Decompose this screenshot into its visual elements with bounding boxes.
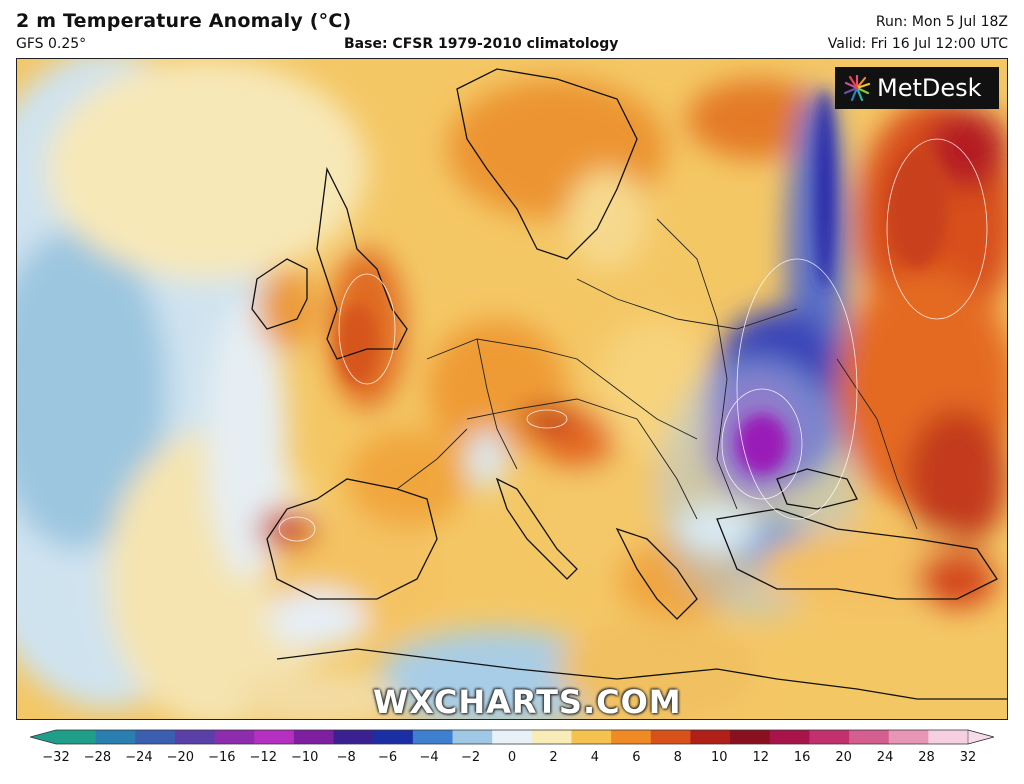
colorbar-tick-label: 32: [959, 750, 977, 765]
colorbar-tick-label: 20: [835, 750, 852, 765]
colorbar-tick-label: −10: [291, 750, 319, 765]
colorbar-segment: [769, 730, 810, 744]
colorbar-segment: [690, 730, 731, 744]
wxcharts-watermark: WXCHARTS.COM: [373, 683, 682, 720]
colorbar-tick-label: −28: [83, 750, 112, 765]
colorbar-segment: [492, 730, 533, 744]
chart-title: 2 m Temperature Anomaly (°C): [16, 10, 352, 32]
colorbar-legend: −32 −28 −24 −20 −16 −12 −10 −8 −6 −4 −2 0 2 4 6 8 10 12 16…: [30, 728, 994, 778]
colorbar-tick-label: −6: [378, 750, 398, 765]
colorbar-tick-label: 4: [590, 750, 600, 765]
map-canvas: [17, 59, 1007, 719]
colorbar-segment: [571, 730, 612, 744]
colorbar-tick-label: 12: [752, 750, 769, 765]
colorbar-segment: [174, 730, 216, 744]
colorbar-segment: [452, 730, 493, 744]
anomaly-contours: [278, 138, 988, 542]
colorbar-tick-label: 6: [632, 750, 641, 765]
colorbar-segment: [214, 730, 255, 744]
colorbar-segment: [373, 730, 414, 744]
colorbar-segment: [809, 730, 850, 744]
colorbar-segment: [254, 730, 295, 744]
colorbar-segment: [730, 730, 771, 744]
colorbar-tick-label: −24: [125, 750, 153, 765]
colorbar-segment: [333, 730, 374, 744]
anomaly-detail: [337, 89, 947, 474]
anomaly-map[interactable]: MetDesk WXCHARTS.COM: [16, 58, 1008, 720]
colorbar-tick-label: −2: [460, 750, 481, 765]
colorbar-segment: [849, 730, 890, 744]
colorbar-tick-label: −4: [419, 750, 439, 765]
colorbar-tick-label: −12: [249, 750, 277, 765]
colorbar-segment: [611, 730, 652, 744]
climatology-base-label: Base: CFSR 1979-2010 climatology: [344, 36, 619, 52]
colorbar-segment: [531, 730, 573, 744]
colorbar-tick-label: 24: [876, 750, 894, 765]
colorbar-tick-label: 28: [918, 750, 935, 765]
colorbar-ticks: −32 −28 −24 −20 −16 −12 −10 −8 −6 −4 −2 0 2 4 6 8 10 12 16…: [30, 750, 994, 770]
colorbar-tick-label: 10: [710, 750, 728, 765]
colorbar-tick-label: 8: [673, 750, 682, 765]
colorbar-tick-label: −8: [336, 750, 356, 765]
colorbar-outline: [30, 729, 994, 745]
colorbar-segment: [412, 730, 454, 744]
colorbar-segment: [650, 730, 692, 744]
colorbar-tick-label: 2: [549, 750, 558, 765]
colorbar-segment: [928, 730, 969, 744]
metdesk-logo: MetDesk: [835, 67, 999, 109]
colorbar-tick-label: 16: [793, 750, 811, 765]
colorbar-segment: [56, 730, 97, 744]
metdesk-logo-text: MetDesk: [877, 74, 982, 102]
colorbar-extend-left: [30, 730, 56, 744]
colorbar-segment: [888, 730, 929, 744]
colorbar-tick-label: 0: [507, 750, 517, 765]
colorbar-tick-label: −20: [166, 750, 195, 765]
run-time-label: Run: Mon 5 Jul 18Z: [875, 14, 1008, 30]
coastlines: [251, 68, 1007, 700]
colorbar-tick-label: −16: [208, 750, 236, 765]
colorbar-segment: [95, 730, 136, 744]
colorbar-extend-right: [967, 729, 994, 745]
borders: [396, 218, 918, 530]
model-label: GFS 0.25°: [16, 36, 87, 52]
colorbar-segment: [293, 730, 335, 744]
colorbar: [30, 729, 994, 745]
valid-time-label: Valid: Fri 16 Jul 12:00 UTC: [827, 36, 1008, 52]
colorbar-segment: [135, 730, 176, 744]
metdesk-burst-icon: [843, 74, 871, 102]
colorbar-tick-label: −32: [42, 750, 70, 765]
chart-header: 2 m Temperature Anomaly (°C) GFS 0.25° B…: [0, 0, 1024, 58]
